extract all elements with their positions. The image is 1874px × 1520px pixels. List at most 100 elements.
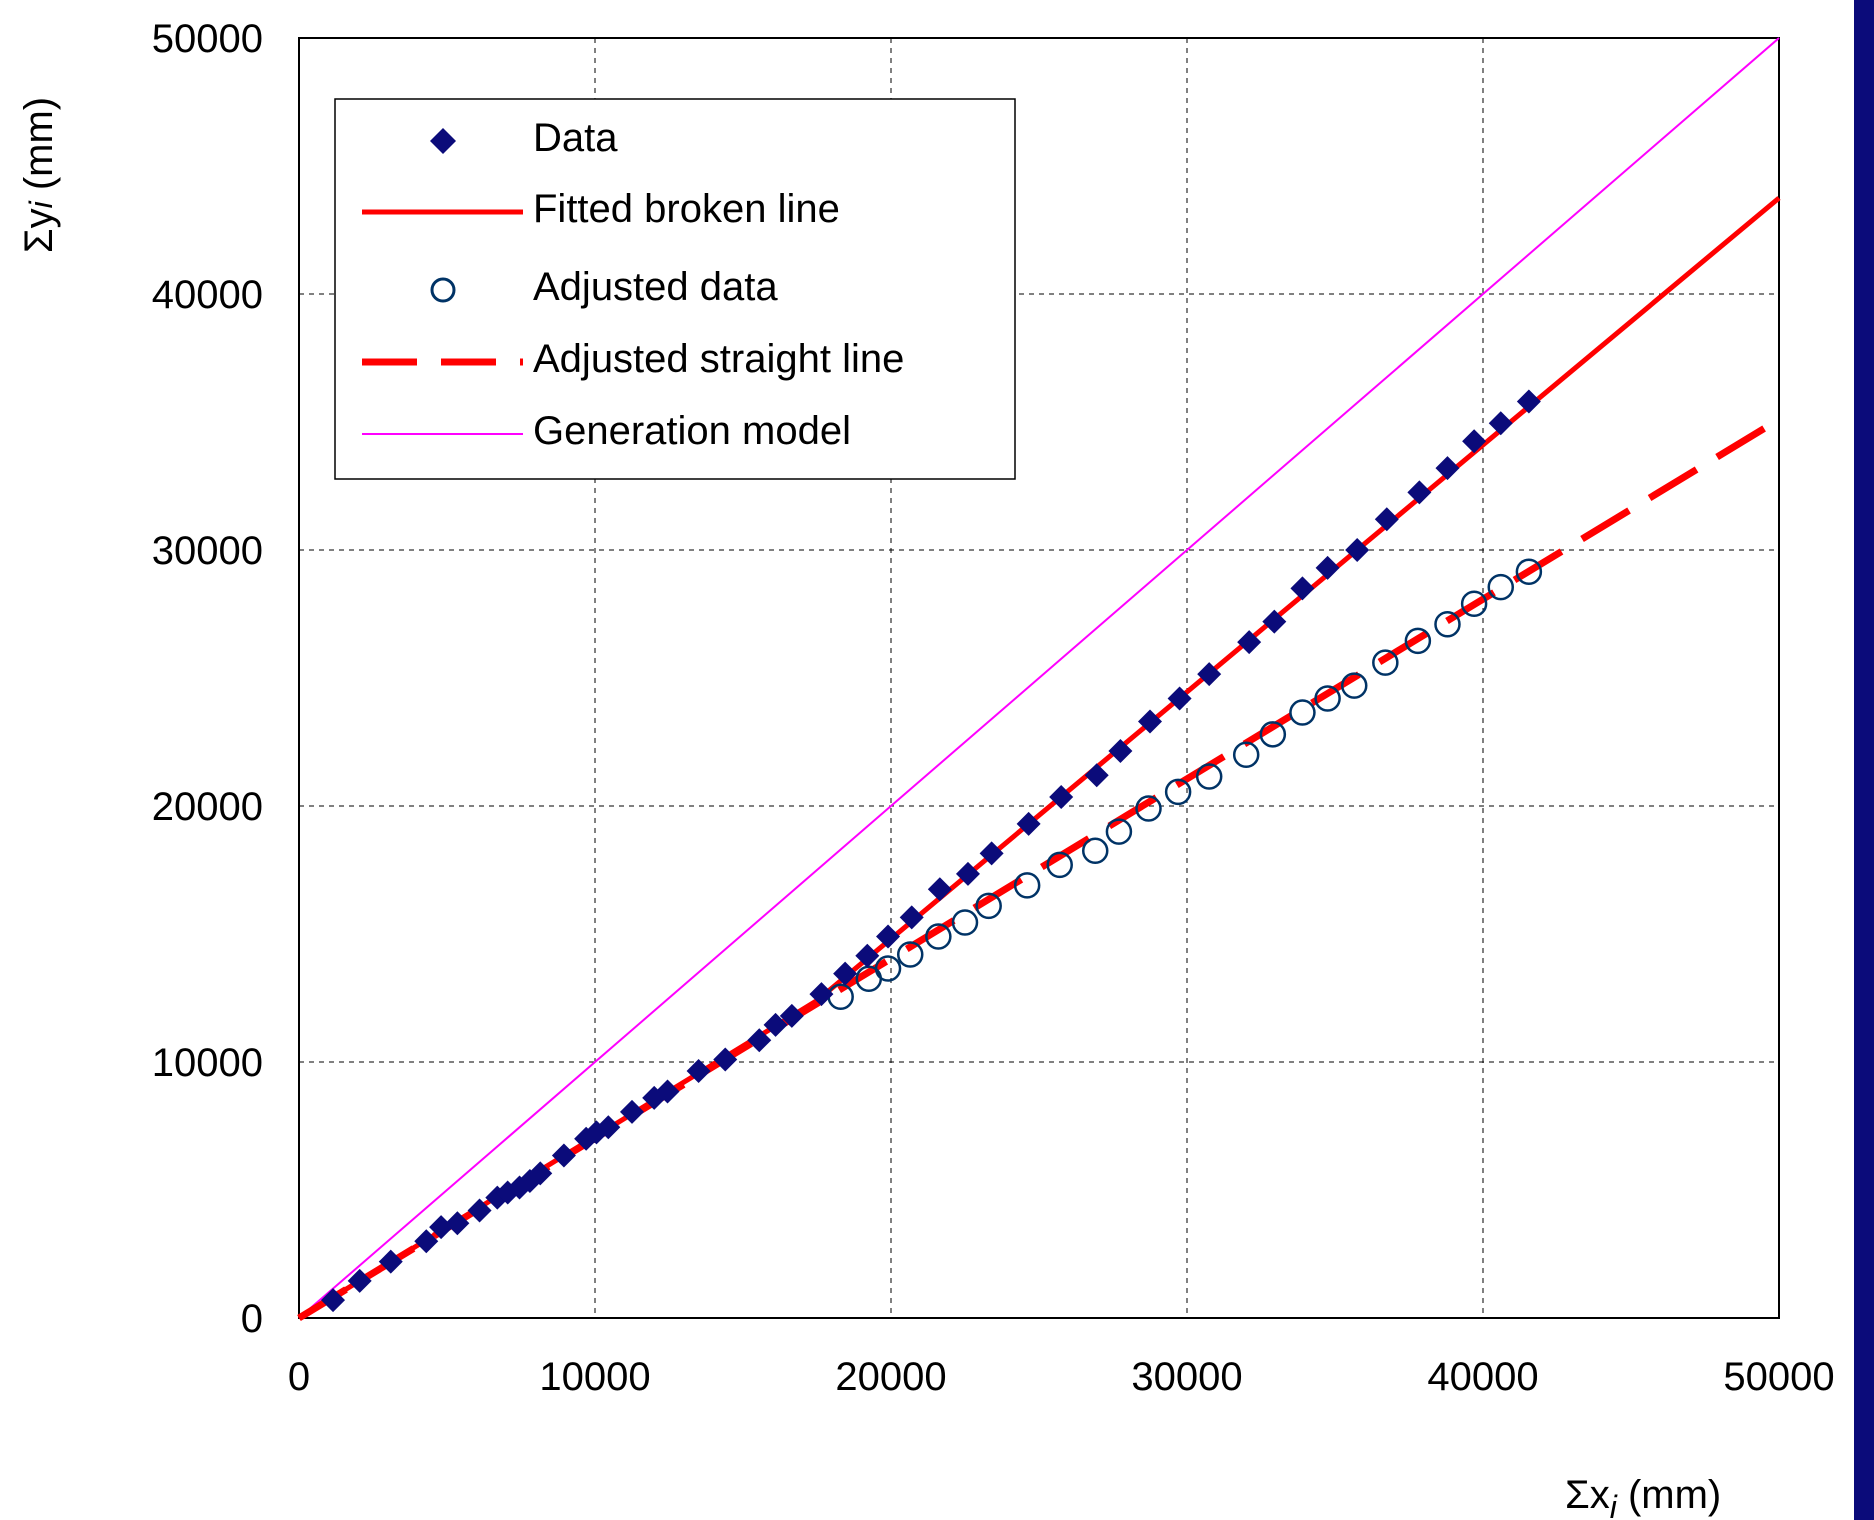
data-point	[1108, 738, 1133, 763]
data-point	[955, 861, 980, 886]
adjusted-data-point	[1314, 685, 1341, 712]
data-point	[596, 1115, 621, 1140]
adjusted-data-point	[896, 941, 924, 968]
right-edge-bar	[1854, 0, 1874, 1520]
y-tick-label: 0	[241, 1297, 263, 1341]
data-point	[321, 1288, 346, 1313]
adjusted-data-point	[874, 955, 902, 982]
adjusted-data-point	[1081, 837, 1109, 865]
data-point	[414, 1229, 439, 1254]
data-point	[1345, 538, 1370, 562]
adjusted-data-point	[1259, 721, 1287, 748]
y-axis-title-base: Σy	[17, 208, 61, 253]
adjusted-data-point	[925, 923, 952, 950]
tick-labels: 0 10000 20000 30000 40000 50000 0 10000 20000 300…	[152, 17, 1835, 1399]
data-point	[1197, 662, 1222, 687]
data-point	[763, 1012, 788, 1037]
data-point	[1138, 709, 1162, 734]
y-axis-title-unit: (mm)	[17, 97, 61, 201]
legend-item-fitted: Fitted broken line	[362, 187, 840, 231]
adjusted-data-point	[1404, 627, 1432, 655]
x-tick-label: 10000	[539, 1355, 650, 1399]
x-axis-title-unit: (mm)	[1617, 1473, 1721, 1517]
adjusted-data-point	[1105, 818, 1133, 845]
adjusted-data-point	[1460, 590, 1488, 618]
data-point	[1435, 456, 1460, 481]
x-tick-label: 40000	[1427, 1355, 1538, 1399]
data-point	[445, 1211, 470, 1236]
adjusted-data-point	[1340, 672, 1368, 699]
y-tick-label: 50000	[152, 17, 263, 61]
legend-item-data: Data	[430, 116, 618, 160]
data-point	[1407, 480, 1432, 505]
data-point	[1488, 411, 1513, 436]
adjusted-data-point	[1232, 741, 1260, 769]
data-point	[528, 1161, 553, 1186]
data-point	[779, 1003, 804, 1028]
y-axis-title: Σyi (mm)	[17, 97, 61, 253]
x-axis-title-sub: i	[1610, 1489, 1618, 1520]
legend-symbol-data	[430, 128, 456, 154]
data-point	[551, 1143, 576, 1168]
data-point	[1084, 763, 1109, 788]
legend: Data Fitted broken line Adjusted data Ad…	[334, 98, 1016, 480]
adjusted-data-point	[1372, 649, 1399, 676]
data-point	[378, 1249, 403, 1274]
series-line-generation	[298, 37, 1780, 1319]
data-point	[467, 1198, 492, 1223]
x-axis-title-base: Σx	[1565, 1473, 1610, 1517]
data-point	[855, 943, 880, 968]
legend-item-generation: Generation model	[362, 409, 851, 453]
y-axis-title-sub: i	[23, 200, 59, 208]
adjusted-data-point	[1289, 699, 1316, 726]
adjusted-data-point	[1195, 763, 1223, 790]
data-point	[1290, 576, 1315, 601]
data-point	[1374, 507, 1399, 532]
legend-label-adjusted: Adjusted data	[533, 265, 778, 309]
adjusted-data-point	[975, 892, 1002, 920]
legend-box	[334, 98, 1016, 480]
plot-frame	[298, 37, 1780, 1319]
data-point	[1016, 811, 1041, 836]
y-tick-label: 10000	[152, 1041, 263, 1085]
adjusted-data-point	[1046, 851, 1073, 879]
adjusted-data-point	[1164, 778, 1192, 806]
data-point	[899, 905, 924, 930]
adjusted-data-point	[951, 909, 979, 936]
legend-label-adjusted-line: Adjusted straight line	[533, 337, 904, 381]
legend-item-adjusted: Adjusted data	[430, 265, 778, 309]
series-points	[321, 389, 1543, 1313]
data-point	[1049, 785, 1074, 810]
legend-label-fitted: Fitted broken line	[533, 187, 840, 231]
x-tick-label: 50000	[1723, 1355, 1834, 1399]
y-tick-label: 30000	[152, 529, 263, 573]
data-point	[1315, 555, 1340, 580]
x-axis-title: Σxi (mm)	[1565, 1473, 1721, 1520]
adjusted-data-point	[1013, 872, 1041, 899]
data-point	[833, 961, 858, 986]
data-point	[686, 1058, 711, 1083]
data-point	[747, 1028, 772, 1053]
data-point	[1516, 389, 1541, 414]
data-point	[927, 877, 952, 902]
data-point	[1237, 630, 1262, 655]
legend-label-generation: Generation model	[533, 409, 851, 453]
y-tick-label: 40000	[152, 273, 263, 317]
data-point	[620, 1099, 644, 1124]
data-point	[655, 1079, 680, 1104]
data-point	[1462, 429, 1487, 454]
x-tick-label: 20000	[835, 1355, 946, 1399]
y-tick-label: 20000	[152, 785, 263, 829]
legend-symbol-adjusted	[430, 277, 456, 303]
adjusted-data-point	[1434, 610, 1461, 638]
adjusted-data-point	[1515, 558, 1543, 586]
data-point	[979, 841, 1004, 866]
data-point	[429, 1215, 454, 1240]
data-point	[876, 924, 901, 949]
x-tick-label: 30000	[1131, 1355, 1242, 1399]
data-point	[809, 982, 834, 1007]
data-point	[713, 1047, 738, 1072]
data-point	[347, 1268, 372, 1293]
legend-item-adjusted-line: Adjusted straight line	[362, 337, 904, 381]
